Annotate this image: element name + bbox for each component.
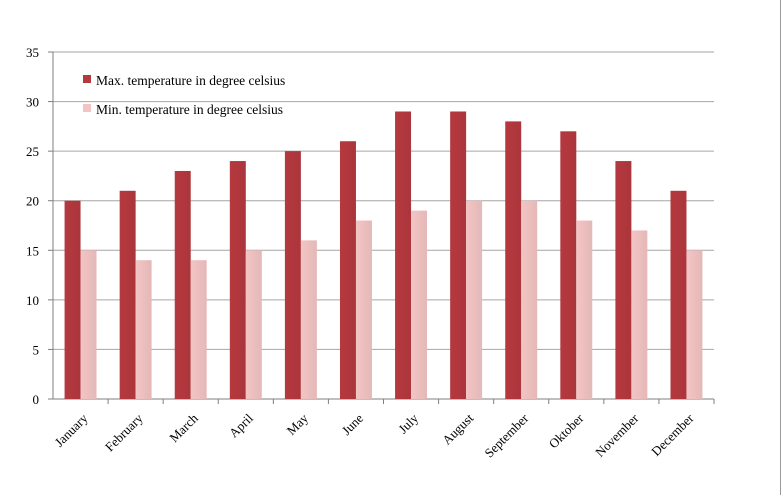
window-edge — [780, 0, 781, 495]
bars — [64, 111, 703, 400]
y-tick-label: 35 — [26, 45, 39, 60]
bar-shade — [466, 200, 483, 399]
bar-shade — [395, 111, 412, 399]
x-tick-label: February — [102, 410, 146, 454]
bar-shade — [505, 121, 522, 400]
x-tick-labels: January February March April May June July Augu… — [51, 410, 697, 460]
bar-shade — [64, 200, 81, 399]
bar-shade — [300, 240, 317, 399]
bar-shade — [631, 230, 648, 399]
x-tick-label: November — [592, 410, 642, 460]
x-tick-label: August — [439, 410, 476, 447]
bar-shade — [355, 220, 372, 399]
legend: Max. temperature in degree celsius Min. … — [83, 73, 285, 117]
bar-shade — [450, 111, 467, 399]
legend-swatch-max — [83, 75, 91, 83]
bar-shade — [174, 170, 191, 399]
bar-shade — [576, 220, 593, 399]
bar-shade — [229, 161, 246, 399]
legend-swatch-min — [83, 104, 91, 112]
x-tick-label: January — [51, 410, 91, 450]
legend-label-min: Min. temperature in degree celsius — [96, 102, 283, 117]
bar-shade — [245, 250, 262, 399]
y-tick-label: 10 — [26, 293, 39, 308]
y-tick-label: 5 — [33, 342, 40, 357]
x-tick-label: December — [648, 410, 697, 459]
y-tick-label: 0 — [33, 392, 40, 407]
legend-label-max: Max. temperature in degree celsius — [96, 73, 285, 88]
bar-shade — [339, 141, 356, 399]
bar-shade — [135, 260, 152, 399]
y-tick-label: 30 — [26, 95, 39, 110]
bar-shade — [190, 260, 207, 399]
x-tick-label: July — [395, 410, 421, 436]
bar-shade — [686, 250, 703, 399]
bar-shade — [670, 190, 687, 399]
y-tick-labels: 0 5 10 15 20 25 30 35 — [26, 45, 39, 407]
bar-shade — [119, 190, 136, 399]
x-tick-label: May — [284, 410, 312, 438]
gridlines — [53, 51, 714, 350]
bar-shade — [80, 250, 97, 399]
x-tick-label: March — [166, 410, 201, 445]
x-tick-label: Oktober — [546, 410, 587, 451]
bar-shade — [284, 151, 301, 399]
x-tick-label: April — [226, 410, 256, 440]
y-tick-label: 20 — [26, 194, 39, 209]
x-tick-label: September — [481, 410, 531, 460]
axes — [48, 51, 715, 404]
bar-shade — [560, 131, 577, 400]
bar-shade — [521, 200, 538, 399]
bar-shade — [411, 210, 428, 399]
y-tick-label: 15 — [26, 243, 39, 258]
x-tick-label: June — [339, 410, 367, 438]
bar-shade — [615, 161, 632, 399]
y-tick-label: 25 — [26, 144, 39, 159]
